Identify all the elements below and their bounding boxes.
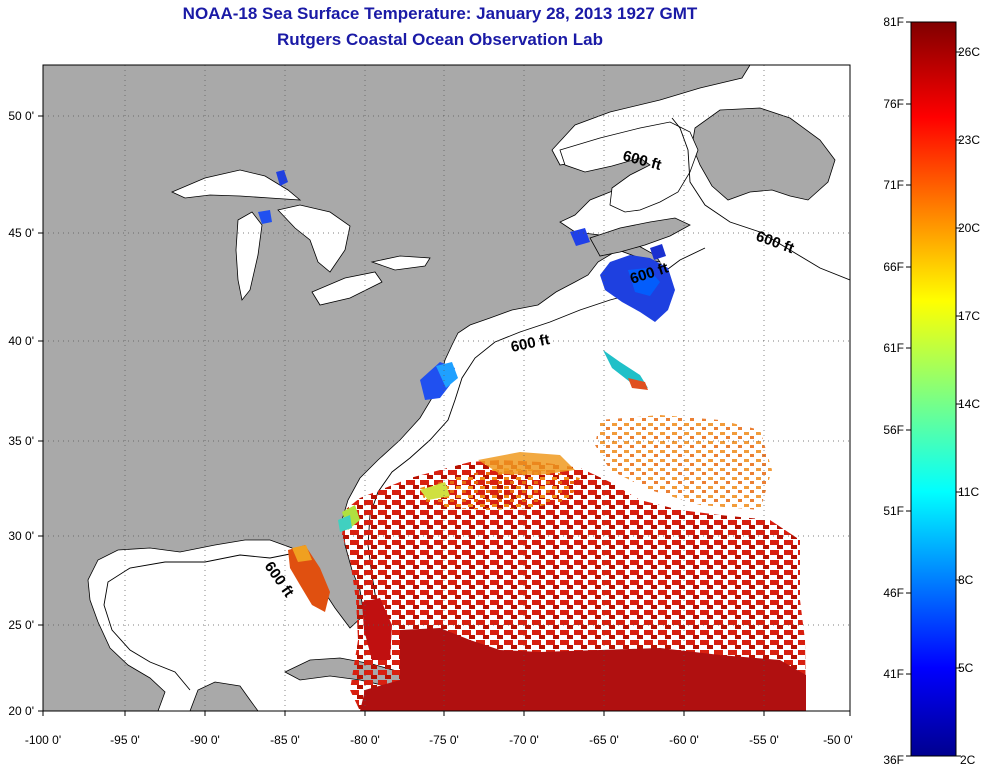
lon-tick-label: -90 0'	[190, 733, 220, 747]
lon-tick-label: -80 0'	[350, 733, 380, 747]
lon-tick-label: -50 0'	[823, 733, 853, 747]
colorbar-label-c: 5C	[958, 661, 974, 675]
colorbar-label-f: 46F	[883, 586, 904, 600]
colorbar-label-c: 8C	[958, 573, 974, 587]
gulf-st-lawrence	[559, 121, 699, 213]
sst-cold-patches	[258, 170, 675, 400]
lon-tick-label: -55 0'	[749, 733, 779, 747]
land-newfoundland	[691, 107, 836, 201]
lat-tick-label: 20 0'	[8, 704, 34, 718]
lon-tick-label: -75 0'	[429, 733, 459, 747]
lon-tick-label: -100 0'	[25, 733, 61, 747]
land-yucatan	[189, 681, 259, 711]
axis-ticks	[38, 115, 851, 716]
lat-tick-label: 40 0'	[8, 334, 34, 348]
colorbar-label-c: 23C	[958, 133, 980, 147]
colorbar-label-f: 36F	[883, 753, 904, 767]
lat-tick-labels: 50 0' 45 0' 40 0' 35 0' 30 0' 25 0' 20 0…	[8, 109, 34, 718]
lon-tick-labels: -100 0' -95 0' -90 0' -85 0' -80 0' -75 …	[25, 733, 853, 747]
lat-tick-label: 50 0'	[8, 109, 34, 123]
colorbar-label-f: 81F	[883, 15, 904, 29]
lon-tick-label: -70 0'	[509, 733, 539, 747]
map-title: NOAA-18 Sea Surface Temperature: January…	[182, 4, 698, 23]
colorbar-label-f: 76F	[883, 97, 904, 111]
colorbar-label-c: 20C	[958, 221, 980, 235]
lon-tick-label: -95 0'	[110, 733, 140, 747]
colorbar-label-f: 61F	[883, 341, 904, 355]
lon-tick-label: -65 0'	[589, 733, 619, 747]
colorbar-label-c: 2C	[960, 753, 976, 767]
map-subtitle: Rutgers Coastal Ocean Observation Lab	[277, 30, 603, 49]
lat-tick-label: 35 0'	[8, 434, 34, 448]
colorbar-label-c: 17C	[958, 309, 980, 323]
colorbar-label-f: 41F	[883, 667, 904, 681]
colorbar-gradient	[910, 21, 957, 757]
colorbar-label-c: 26C	[958, 45, 980, 59]
sst-warm-patches	[288, 415, 806, 711]
colorbar: 81F 76F 71F 66F 61F 56F 51F 46F 41F 36F …	[883, 15, 980, 767]
lon-tick-label: -60 0'	[669, 733, 699, 747]
colorbar-label-c: 14C	[958, 397, 980, 411]
colorbar-label-f: 66F	[883, 260, 904, 274]
land-nova-scotia	[589, 217, 691, 257]
colorbar-label-c: 11C	[958, 485, 979, 499]
lat-tick-label: 25 0'	[8, 618, 34, 632]
great-lakes	[171, 169, 431, 306]
lat-tick-label: 45 0'	[8, 226, 34, 240]
colorbar-label-f: 51F	[883, 504, 904, 518]
lat-tick-label: 30 0'	[8, 529, 34, 543]
lon-tick-label: -85 0'	[270, 733, 300, 747]
colorbar-label-f: 56F	[883, 423, 904, 437]
colorbar-label-f: 71F	[883, 178, 904, 192]
